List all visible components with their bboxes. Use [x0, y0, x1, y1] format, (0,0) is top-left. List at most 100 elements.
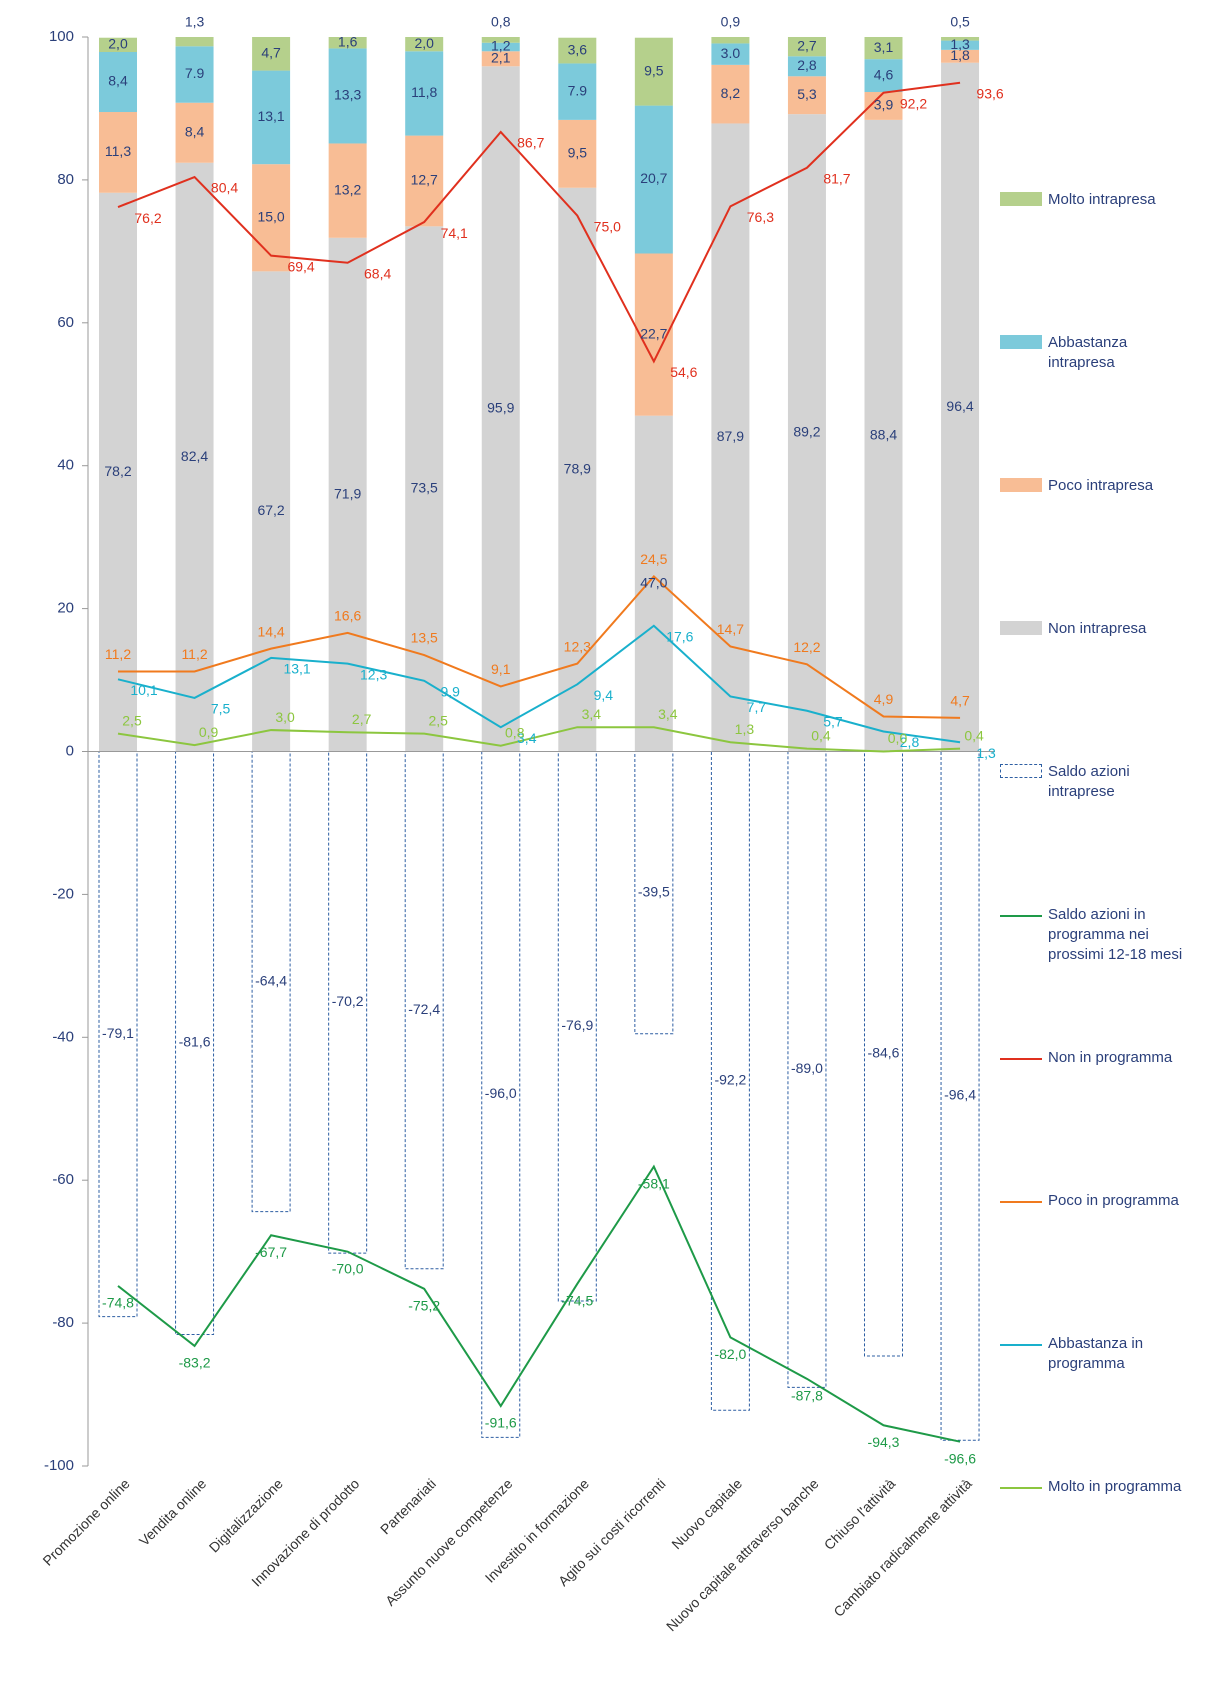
- data-label: 2,0: [108, 36, 128, 52]
- bar: [404, 751, 444, 1270]
- data-label: 7.9: [185, 65, 205, 81]
- bar-segment: [252, 271, 291, 752]
- label-bg: [866, 1044, 901, 1061]
- data-label: 3,0: [275, 709, 295, 725]
- data-label: 0,8: [505, 724, 525, 740]
- data-label: 7,5: [211, 701, 231, 717]
- data-label: 13,2: [334, 181, 361, 197]
- data-label: 1,3: [950, 36, 970, 52]
- data-label: 69,4: [287, 258, 314, 274]
- data-label: -83,2: [179, 1355, 211, 1371]
- data-label: 11,3: [105, 143, 131, 159]
- data-label: -76,9: [561, 1017, 593, 1033]
- legend-label: Poco intrapresa: [1048, 477, 1154, 494]
- data-label: -64,4: [255, 972, 287, 988]
- label-bg: [636, 883, 672, 900]
- legend-label: Molto in programma: [1048, 1478, 1182, 1495]
- bar-segment: [787, 76, 826, 115]
- data-label: 5,7: [823, 713, 843, 729]
- data-label: 0,4: [964, 727, 984, 743]
- data-label: -70,0: [332, 1260, 364, 1276]
- data-label: 76,3: [747, 209, 774, 225]
- bar: [940, 751, 980, 1441]
- data-label: 95,9: [487, 400, 514, 416]
- data-label: 2,0: [414, 35, 434, 51]
- bar-segment: [175, 102, 214, 163]
- y-tick-label: 100: [49, 28, 74, 45]
- legend-label: Non in programma: [1048, 1049, 1173, 1066]
- data-label: 2,1: [491, 49, 511, 65]
- legend-label: Abbastanza intrapresa: [1048, 334, 1128, 371]
- data-label: 8,4: [108, 73, 128, 89]
- data-label: 3,6: [568, 41, 588, 57]
- data-label: 0,5: [950, 14, 970, 30]
- legend-item: Molto intrapresa: [1000, 190, 1188, 210]
- label-bg: [177, 1033, 212, 1050]
- line: [117, 726, 961, 753]
- data-label: -79,1: [102, 1025, 134, 1041]
- data-label: 3,1: [874, 39, 894, 55]
- data-label: 1,8: [950, 47, 970, 63]
- data-label: 13,1: [257, 108, 284, 124]
- data-label: 74,1: [441, 225, 468, 241]
- bar-segment: [558, 63, 597, 120]
- data-label: 9,9: [440, 683, 460, 699]
- legend-label: Saldo azioni intraprese: [1048, 763, 1130, 800]
- label-bg: [330, 992, 365, 1009]
- bar-segment: [99, 37, 137, 53]
- x-tick-label: Promozione online: [39, 1475, 132, 1568]
- data-label: -39,5: [638, 883, 670, 899]
- data-label: 76,2: [134, 210, 161, 226]
- data-label: -92,2: [714, 1072, 746, 1088]
- bar: [481, 751, 521, 1438]
- bar-segment: [941, 62, 980, 752]
- data-label: 12,3: [564, 638, 591, 654]
- legend-swatch: [1000, 621, 1042, 635]
- bar-segment: [99, 192, 137, 752]
- data-label: 11,2: [105, 646, 131, 662]
- bar: [175, 751, 215, 1336]
- bar-segment: [481, 66, 520, 752]
- data-label: 24,5: [640, 551, 667, 567]
- data-label: -84,6: [868, 1044, 900, 1060]
- data-label: 2,5: [428, 712, 448, 728]
- legend-item: Poco in programma: [1000, 1191, 1188, 1211]
- legend-swatch: [1000, 915, 1042, 917]
- bar: [864, 751, 903, 1357]
- legend-swatch: [1000, 1058, 1042, 1060]
- bar-segment: [711, 64, 750, 124]
- data-label: -91,6: [485, 1415, 517, 1431]
- data-label: 14,7: [717, 621, 744, 637]
- x-tick-label: Digitalizzazione: [206, 1475, 286, 1555]
- bar-segment: [481, 51, 520, 67]
- bar-segment: [405, 226, 444, 752]
- data-label: 12,2: [793, 639, 820, 655]
- data-label: 3.0: [721, 45, 741, 61]
- legend-item: Non intrapresa: [1000, 619, 1188, 639]
- y-tick-label: 80: [57, 171, 74, 188]
- data-label: 67,2: [257, 502, 284, 518]
- data-label: 4,7: [950, 693, 970, 709]
- bar-segment: [864, 59, 903, 93]
- data-label: 93,6: [976, 85, 1003, 101]
- data-label: 4,9: [874, 691, 894, 707]
- legend-item: Abbastanza in programma: [1000, 1334, 1188, 1374]
- data-label: 54,6: [670, 364, 697, 380]
- line: [117, 81, 961, 364]
- bar-segment: [787, 56, 826, 77]
- bar: [98, 751, 138, 1318]
- data-label: 81,7: [823, 170, 850, 186]
- data-label: -70,2: [332, 993, 364, 1009]
- data-label: 15,0: [257, 208, 284, 224]
- data-label: 1,6: [338, 33, 358, 49]
- legend-swatch: [1000, 478, 1042, 492]
- legend-item: Abbastanza intrapresa: [1000, 333, 1188, 373]
- data-label: 2,5: [122, 712, 142, 728]
- data-label: 0,4: [811, 727, 831, 743]
- legend-label: Saldo azioni in programma nei prossimi 1…: [1048, 906, 1183, 963]
- data-label: 7.9: [568, 82, 588, 98]
- bar-segment: [175, 37, 214, 47]
- data-label: -87,8: [791, 1388, 823, 1404]
- data-label: 14,4: [257, 623, 284, 639]
